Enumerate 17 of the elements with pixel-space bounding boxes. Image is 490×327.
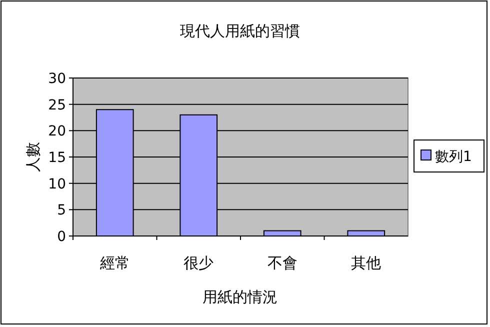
y-tick-label: 0 xyxy=(57,229,66,245)
x-tick-label: 其他 xyxy=(351,254,382,272)
legend-label: 數列1 xyxy=(435,149,472,165)
bar xyxy=(263,230,302,236)
y-tick-label: 15 xyxy=(48,150,66,166)
x-tick-label: 很少 xyxy=(184,254,214,272)
y-tick-label: 20 xyxy=(48,124,66,140)
bar xyxy=(347,230,386,236)
y-tick-label: 30 xyxy=(48,71,66,87)
y-axis-title: 人數 xyxy=(24,142,42,172)
x-tick-label: 不會 xyxy=(267,254,298,272)
x-tick-label: 經常 xyxy=(98,254,130,272)
y-tick-label: 5 xyxy=(57,202,66,219)
x-axis-title: 用紙的情況 xyxy=(202,288,278,306)
y-tick-label: 10 xyxy=(48,176,66,192)
y-tick-label: 25 xyxy=(48,97,66,114)
chart-title: 現代人用紙的習慣 xyxy=(180,22,300,40)
